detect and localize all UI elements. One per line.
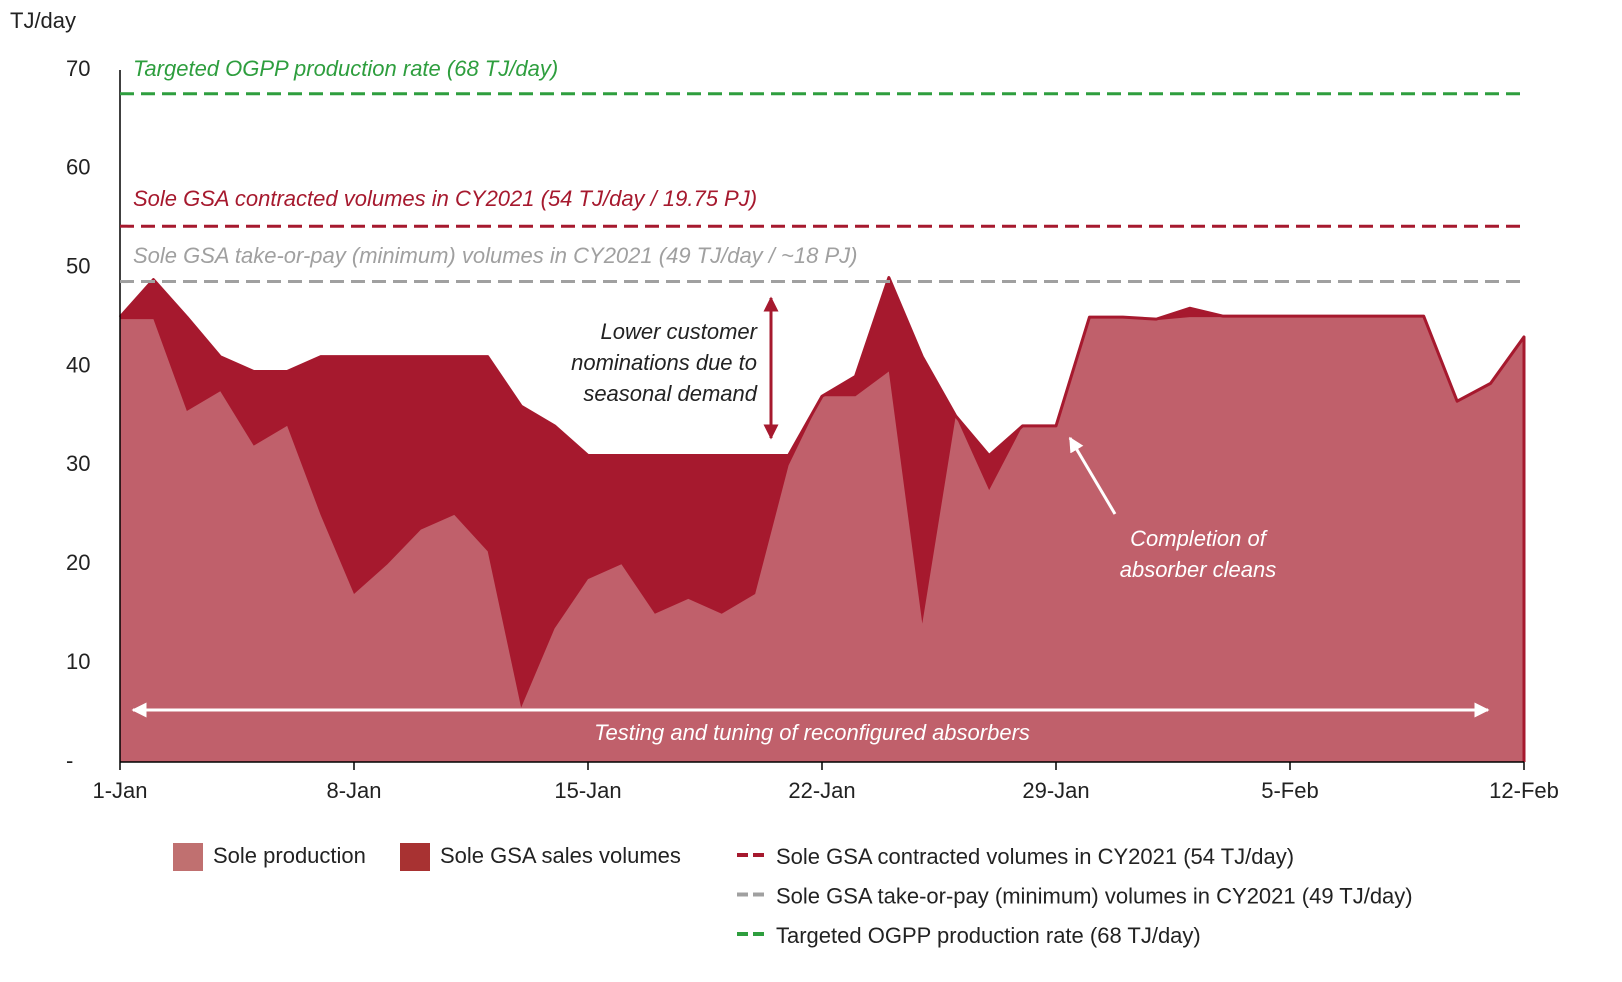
x-tick-label: 8-Jan: [326, 778, 381, 803]
annotation: nominations due to: [571, 350, 757, 375]
legend-label: Sole GSA sales volumes: [440, 843, 681, 868]
y-axis-title: TJ/day: [10, 8, 76, 33]
y-tick-label: 40: [66, 352, 90, 377]
y-tick-label: 70: [66, 56, 90, 81]
annotation: Lower customer: [600, 319, 758, 344]
y-tick-label: 50: [66, 254, 90, 279]
y-tick-label: 10: [66, 649, 90, 674]
legend-swatch: [400, 843, 430, 871]
reference-label: Sole GSA take-or-pay (minimum) volumes i…: [133, 243, 857, 268]
annotation: Testing and tuning of reconfigured absor…: [594, 720, 1030, 745]
reference-label: Targeted OGPP production rate (68 TJ/day…: [133, 56, 558, 81]
area-outline: [118, 276, 1526, 762]
annotation: absorber cleans: [1120, 557, 1277, 582]
x-tick-label: 29-Jan: [1022, 778, 1089, 803]
x-tick-label: 15-Jan: [554, 778, 621, 803]
legend-label: Sole production: [213, 843, 366, 868]
y-tick-label: 30: [66, 451, 90, 476]
reference-label: Sole GSA contracted volumes in CY2021 (5…: [133, 186, 757, 211]
y-tick-label: -: [66, 748, 73, 773]
legend-label: Sole GSA contracted volumes in CY2021 (5…: [776, 844, 1294, 869]
legend-label: Sole GSA take-or-pay (minimum) volumes i…: [776, 883, 1413, 908]
legend-swatch: [173, 843, 203, 871]
area: [120, 317, 1524, 762]
y-tick-label: 20: [66, 550, 90, 575]
x-tick-label: 1-Jan: [92, 778, 147, 803]
x-tick-label: 22-Jan: [788, 778, 855, 803]
annotation: seasonal demand: [583, 381, 757, 406]
annotation-arrow: [1068, 436, 1117, 515]
x-tick-label: 12-Feb: [1489, 778, 1559, 803]
y-tick-label: 60: [66, 155, 90, 180]
x-tick-label: 5-Feb: [1261, 778, 1318, 803]
annotation: Completion of: [1130, 526, 1269, 551]
legend-label: Targeted OGPP production rate (68 TJ/day…: [776, 923, 1201, 948]
